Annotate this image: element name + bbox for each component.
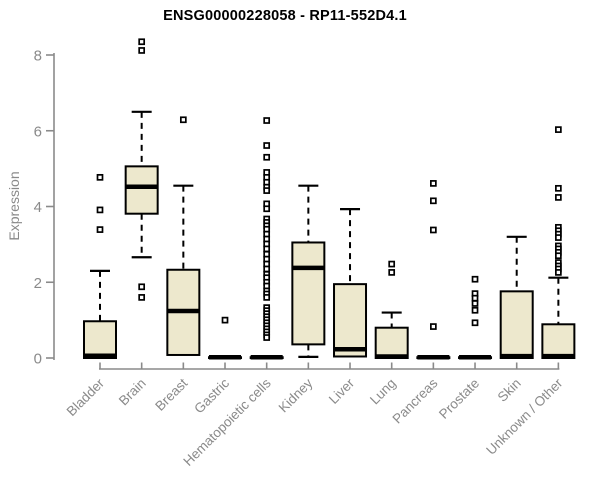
outlier-point: [388, 260, 396, 268]
x-category-label-bladder: Bladder: [64, 375, 108, 419]
outlier-point: [471, 300, 479, 307]
outlier-point: [471, 306, 479, 314]
outlier-point: [430, 323, 437, 330]
outlier-point: [263, 265, 271, 273]
outlier-point: [263, 187, 271, 194]
outlier-point: [263, 245, 271, 253]
outlier-point: [96, 226, 104, 233]
outlier-point: [263, 294, 271, 301]
x-category-label-liver: Liver: [326, 375, 358, 407]
outlier-point: [555, 234, 562, 241]
outlier-point: [471, 319, 479, 327]
box-rect: [333, 283, 368, 358]
outlier-point: [430, 197, 437, 205]
x-category-label-pancreas: Pancreas: [390, 375, 441, 426]
outlier-point: [138, 38, 146, 46]
box-group-brain: [124, 38, 159, 301]
x-category-label-unknown-other: Unknown / Other: [483, 375, 566, 458]
box-group-bladder: [83, 173, 117, 360]
chart-title: ENSG00000228058 - RP11-552D4.1: [163, 8, 407, 24]
y-tick-label: 4: [34, 199, 42, 216]
box-group-breast: [166, 116, 201, 356]
outlier-point: [179, 116, 187, 124]
outlier-point: [221, 316, 229, 324]
outlier-point: [555, 269, 562, 276]
x-category-label-brain: Brain: [116, 376, 149, 409]
outlier-point: [555, 194, 562, 201]
outlier-point: [471, 294, 479, 302]
box-group-hematopoietic-cells: [249, 117, 284, 360]
box-rect: [291, 241, 326, 346]
y-tick-label: 6: [34, 123, 42, 140]
outlier-point: [555, 126, 562, 133]
box-rect: [541, 323, 576, 360]
box-rect: [374, 326, 409, 360]
y-tick-label: 0: [34, 351, 42, 368]
outlier-point: [138, 47, 146, 54]
box-group-liver: [333, 208, 368, 358]
outlier-point: [263, 205, 271, 213]
outlier-point: [263, 142, 271, 149]
outlier-point: [555, 184, 562, 192]
outlier-point: [430, 226, 437, 234]
outlier-point: [138, 294, 146, 301]
box-group-pancreas: [416, 180, 451, 360]
box-rect: [499, 290, 534, 359]
outlier-point: [471, 275, 479, 283]
x-category-label-lung: Lung: [367, 376, 399, 408]
x-category-label-breast: Breast: [152, 375, 190, 413]
box-group-unknown-other: [541, 126, 576, 360]
box-rect: [83, 320, 117, 360]
outlier-point: [138, 283, 146, 291]
y-axis: 0 2 4 6 8: [34, 48, 55, 368]
outlier-point: [263, 117, 271, 124]
box-group-skin: [499, 235, 534, 359]
box-rect: [124, 165, 159, 215]
y-tick-label: 2: [34, 275, 42, 292]
outlier-point: [263, 334, 271, 341]
outlier-point: [388, 269, 396, 276]
x-category-label-kidney: Kidney: [276, 375, 316, 415]
outlier-point: [555, 252, 562, 260]
outlier-point: [263, 153, 271, 161]
box-group-prostate: [458, 275, 493, 360]
x-category-label-gastric: Gastric: [191, 375, 232, 416]
x-category-label-prostate: Prostate: [436, 376, 482, 422]
outlier-point: [96, 206, 104, 214]
x-category-label-skin: Skin: [495, 376, 524, 405]
box-group-gastric: [208, 316, 243, 360]
y-tick-label: 8: [34, 48, 42, 65]
box-group-kidney: [291, 184, 326, 358]
outlier-point: [430, 180, 437, 187]
box-group-lung: [374, 260, 409, 360]
outlier-point: [96, 173, 104, 181]
